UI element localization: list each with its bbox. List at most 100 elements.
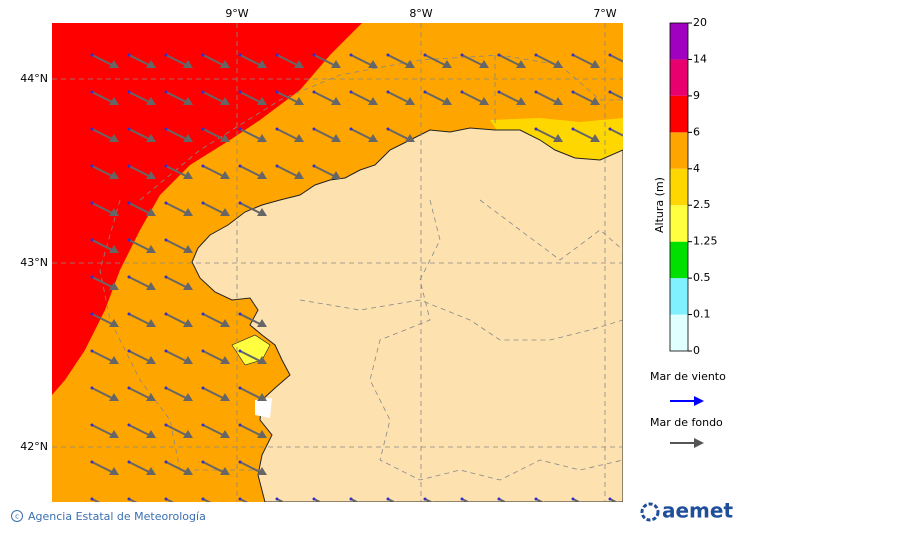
swell-arrow-head [146,245,156,253]
swell-arrow-head [257,319,267,327]
colorbar-segment [670,278,688,315]
wind-sea-dot [312,164,316,168]
wind-sea-dot [201,201,205,205]
swell-arrow [239,387,261,399]
wind-sea-dot [386,127,390,131]
swell-arrow-head [183,319,193,327]
wind-sea-dot [164,312,168,316]
swell-arrow-head [183,467,193,475]
swell-arrow-head [183,97,193,105]
map [52,23,637,512]
swell-arrow [313,165,335,177]
swell-arrow-head [183,393,193,401]
swell-arrow-head [257,208,267,216]
lon-label: 7°W [593,7,616,20]
wind-sea-dot [571,90,575,94]
wind-sea-dot [238,53,242,57]
swell-arrow-head [146,97,156,105]
wind-sea-dot [90,275,94,279]
swell-arrow [165,128,187,140]
swell-arrow-head [257,467,267,475]
colorbar-label: 0.5 [693,271,711,284]
wind-sea-dot [164,275,168,279]
swell-arrow [239,165,261,177]
swell-arrow [202,313,224,325]
swell-arrow-head [257,97,267,105]
swell-arrow [202,350,224,362]
swell-arrow-head [109,393,119,401]
swell-arrow [202,54,224,66]
swell-arrow-head [590,97,600,105]
swell-arrow-head [146,393,156,401]
swell-arrow-head [331,504,341,512]
colorbar: 0 0.1 0.5 1.25 2.5 4 6 9 14 20 [669,16,718,357]
wind-sea-dot [238,497,242,501]
swell-arrow [572,498,582,502]
swell-arrow-head [442,97,452,105]
swell-arrow [91,54,113,66]
swell-arrow [202,461,224,473]
swell-arrow-head [220,504,230,512]
swell-arrow [498,498,508,502]
swell-arrow [128,239,150,251]
swell-arrow [387,128,409,140]
swell-arrow-head [220,171,230,179]
swell-arrow-head [109,467,119,475]
swell-arrow [128,424,150,436]
swell-arrow-head [553,97,563,105]
swell-arrow [239,424,261,436]
swell-arrow [202,387,224,399]
wind-sea-dot [460,497,464,501]
swell-arrow [91,498,101,502]
wind-sea-dot [534,497,538,501]
swell-arrow [313,128,335,140]
wind-sea-dot [312,497,316,501]
wind-sea-dot [608,90,612,94]
wind-sea-dot [201,423,205,427]
colorbar-segment [670,132,688,169]
wind-sea-dot [275,127,279,131]
swell-arrow [165,313,187,325]
swell-arrow [128,165,150,177]
swell-arrow-head [479,97,489,105]
swell-arrow [535,498,545,502]
wind-sea-dot [201,497,205,501]
wind-sea-dot [127,238,131,242]
swell-arrow [202,498,212,502]
swell-arrow-head [627,97,637,105]
swell-arrow [239,54,261,66]
wind-sea-dot [238,460,242,464]
swell-arrow-head [109,430,119,438]
swell-arrow [91,165,113,177]
swell-arrow-head [183,208,193,216]
swell-arrow-head [183,282,193,290]
colorbar-label: 1.25 [693,235,718,248]
wind-sea-dot [497,497,501,501]
wind-sea-dot [127,90,131,94]
wind-sea-dot [164,349,168,353]
wind-sea-dot [90,238,94,242]
swell-arrow-head [627,134,637,142]
colorbar-label: 0 [693,344,700,357]
swell-arrow [461,54,483,66]
wave-arrows [90,53,637,512]
wind-sea-dot [608,497,612,501]
swell-arrow-head [146,282,156,290]
wind-sea-dot [275,53,279,57]
swell-arrow-head [368,134,378,142]
wind-sea-dot [164,201,168,205]
swell-arrow [165,461,187,473]
swell-arrow-head [183,134,193,142]
colorbar-segment [670,23,688,60]
swell-arrow-head [368,97,378,105]
swell-arrow [424,91,446,103]
swell-arrow-head [220,393,230,401]
ria-white [255,398,272,418]
swell-arrow [239,498,249,502]
swell-arrow [202,128,224,140]
swell-arrow [313,54,335,66]
swell-arrow-head [146,430,156,438]
wind-sea-dot [312,127,316,131]
wind-sea-dot [534,53,538,57]
